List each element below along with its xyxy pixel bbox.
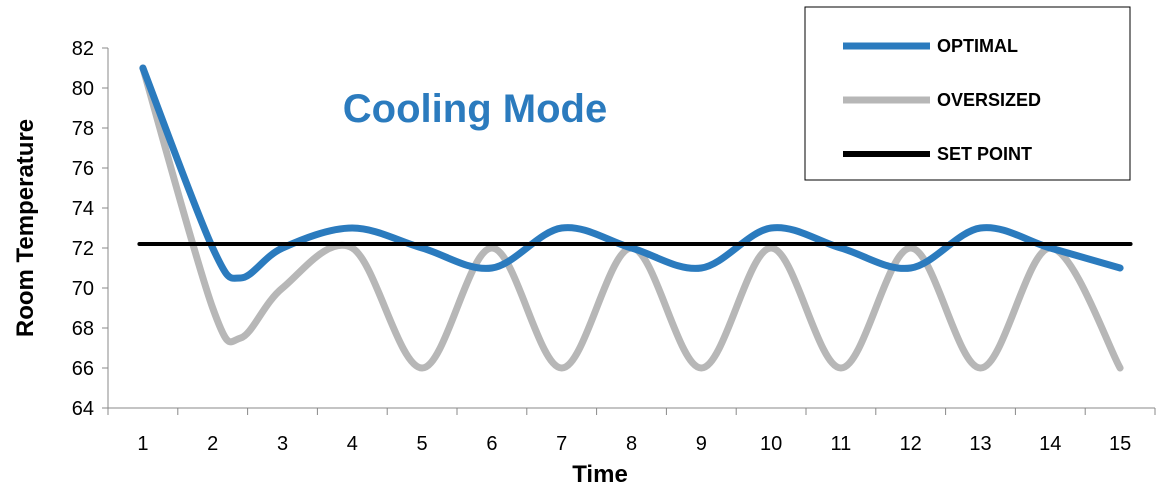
y-tick-label: 80 (72, 78, 94, 100)
x-tick-label: 9 (696, 433, 707, 455)
x-tick-label: 7 (556, 433, 567, 455)
series-lines (137, 64, 1133, 372)
x-tick-label: 10 (760, 433, 782, 455)
y-axis-title: Room Temperature (12, 119, 39, 337)
y-tick-label: 64 (72, 398, 94, 420)
series-line-optimal (139, 64, 1124, 282)
x-tick-label: 15 (1109, 433, 1131, 455)
x-tick-label: 5 (417, 433, 428, 455)
x-tick-label: 2 (207, 433, 218, 455)
axes (102, 47, 1156, 415)
legend: OPTIMAL OVERSIZED SET POINT (804, 6, 1131, 181)
x-tick-label: 13 (969, 433, 991, 455)
x-tick-label: 8 (626, 433, 637, 455)
series-line-oversized (139, 64, 1124, 372)
x-tick-label: 6 (486, 433, 497, 455)
y-tick-label: 78 (72, 118, 94, 140)
x-tick-label: 14 (1039, 433, 1061, 455)
x-tick-label: 11 (831, 433, 852, 455)
x-tick-label: 12 (900, 433, 922, 455)
legend-label-optimal: OPTIMAL (937, 36, 1018, 56)
chart-title: Cooling Mode (343, 87, 607, 131)
x-tick-label: 4 (347, 433, 358, 455)
y-tick-label: 74 (72, 198, 94, 220)
y-tick-label: 76 (72, 158, 94, 180)
y-tick-label: 68 (72, 318, 94, 340)
y-tick-label: 72 (72, 238, 94, 260)
legend-label-oversized: OVERSIZED (937, 90, 1041, 110)
x-axis-title: Time (572, 461, 628, 488)
y-tick-label: 82 (72, 38, 94, 60)
x-tick-label: 3 (277, 433, 288, 455)
x-tick-label: 1 (137, 433, 148, 455)
y-tick-label: 66 (72, 358, 94, 380)
y-tick-label: 70 (72, 278, 94, 300)
legend-label-set-point: SET POINT (937, 144, 1032, 164)
